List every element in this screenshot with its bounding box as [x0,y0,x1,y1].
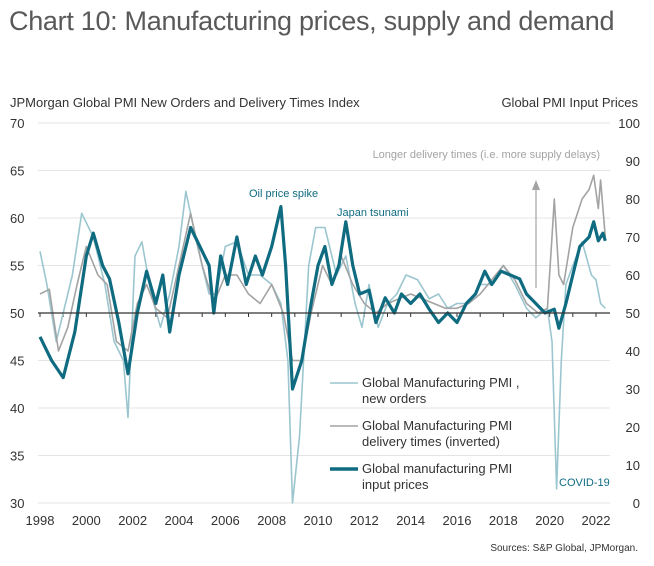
right-tick-label: 80 [626,192,640,207]
series-input-prices-line [38,205,607,391]
right-tick-label: 70 [626,230,640,245]
left-tick-label: 70 [10,116,24,131]
source-note: Sources: S&P Global, JPMorgan. [490,543,638,554]
series-new-orders-line [39,190,606,504]
legend-label-delivery: Global Manufacturing PMI [362,418,512,433]
right-tick-label: 50 [626,306,640,321]
x-tick-label: 2022 [582,513,611,528]
annotation-oil: Oil price spike [249,188,318,200]
annotation-covid: COVID-19 [559,477,610,489]
left-tick-label: 50 [10,306,24,321]
right-tick-label: 30 [626,382,640,397]
legend-label-input-prices-2: input prices [362,477,429,492]
x-tick-label: 2008 [257,513,286,528]
series-delivery-times-line [39,174,607,362]
left-tick-label: 45 [10,354,24,369]
left-tick-label: 40 [10,401,24,416]
x-tick-label: 2016 [443,513,472,528]
x-tick-label: 2020 [535,513,564,528]
right-tick-label: 90 [626,154,640,169]
x-tick-label: 2014 [396,513,425,528]
right-tick-label: 40 [626,344,640,359]
x-tick-label: 2004 [165,513,194,528]
left-tick-label: 60 [10,211,24,226]
x-tick-label: 2000 [72,513,101,528]
annotation-japan: Japan tsunami [337,207,409,219]
right-axis-title: Global PMI Input Prices [501,95,638,110]
legend-label-input-prices: Global manufacturing PMI [362,461,512,476]
left-tick-label: 35 [10,449,24,464]
left-tick-label: 65 [10,164,24,179]
legend-label-new-orders: Global Manufacturing PMI , [362,375,520,390]
x-tick-label: 2010 [304,513,333,528]
legend-label-delivery-2: delivery times (inverted) [362,434,500,449]
right-tick-label: 10 [626,458,640,473]
x-tick-label: 2018 [489,513,518,528]
x-tick-label: 1998 [26,513,55,528]
x-tick-label: 2002 [118,513,147,528]
left-axis-title: JPMorgan Global PMI New Orders and Deliv… [10,95,360,110]
x-tick-label: 2006 [211,513,240,528]
right-tick-label: 60 [626,268,640,283]
left-tick-label: 55 [10,259,24,274]
right-tick-label: 20 [626,420,640,435]
chart-title: Chart 10: Manufacturing prices, supply a… [9,6,615,36]
legend-label-new-orders-2: new orders [362,391,427,406]
left-tick-label: 30 [10,496,24,511]
right-tick-label: 0 [633,496,640,511]
x-tick-label: 2012 [350,513,379,528]
annotation-delivery: Longer delivery times (i.e. more supply … [373,149,600,161]
arrow-head-icon [532,180,540,190]
legend: Global Manufacturing PMI , new orders Gl… [330,375,520,492]
right-tick-label: 100 [618,116,640,131]
